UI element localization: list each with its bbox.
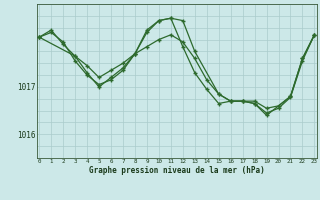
X-axis label: Graphe pression niveau de la mer (hPa): Graphe pression niveau de la mer (hPa) (89, 166, 265, 175)
